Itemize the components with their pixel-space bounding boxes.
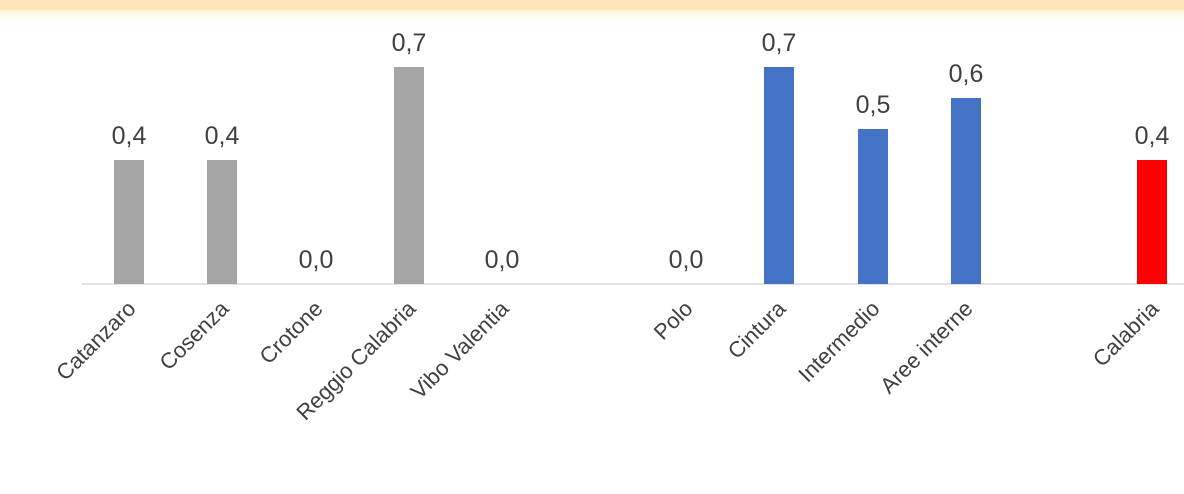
category-label-intermedio: Intermedio xyxy=(793,296,884,387)
bar-intermedio xyxy=(858,129,888,284)
value-label-intermedio: 0,5 xyxy=(856,91,891,119)
bar-reggio-calabria xyxy=(394,67,424,284)
bar-cosenza xyxy=(207,160,237,284)
value-label-vibo-valentia: 0,0 xyxy=(485,246,520,274)
value-label-crotone: 0,0 xyxy=(299,246,334,274)
category-label-cintura: Cintura xyxy=(723,295,791,363)
value-label-catanzaro: 0,4 xyxy=(112,122,147,150)
bar-cintura xyxy=(764,67,794,284)
category-label-polo: Polo xyxy=(649,296,698,345)
value-label-cosenza: 0,4 xyxy=(205,122,240,150)
value-label-reggio-calabria: 0,7 xyxy=(392,29,427,57)
value-label-polo: 0,0 xyxy=(669,246,704,274)
value-label-calabria: 0,4 xyxy=(1135,122,1170,150)
category-label-aree-interne: Aree interne xyxy=(875,296,977,398)
bar-aree-interne xyxy=(951,98,981,284)
category-label-calabria: Calabria xyxy=(1088,295,1164,371)
bar-calabria xyxy=(1137,160,1167,284)
category-label-cosenza: Cosenza xyxy=(154,295,234,375)
category-label-vibo-valentia: Vibo Valentia xyxy=(406,295,514,403)
category-label-crotone: Crotone xyxy=(255,296,328,369)
value-label-aree-interne: 0,6 xyxy=(949,60,984,88)
category-label-catanzaro: Catanzaro xyxy=(51,296,140,385)
top-decorative-band xyxy=(0,0,1184,10)
bar-catanzaro xyxy=(114,160,144,284)
value-label-cintura: 0,7 xyxy=(762,29,797,57)
top-band-shadow xyxy=(0,10,1184,22)
